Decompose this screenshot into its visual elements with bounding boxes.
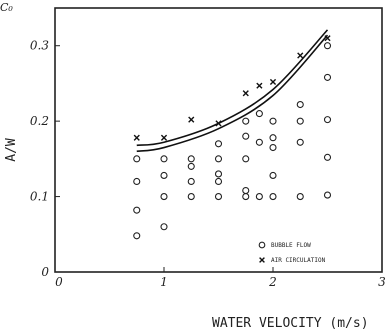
bubble-flow-point: [269, 171, 277, 180]
data-marks: [133, 35, 332, 240]
bubble-flow-point: [187, 155, 195, 163]
y-tick-label: 0.1: [30, 190, 49, 204]
y-tick-label: 0.2: [30, 114, 49, 128]
x-axis-label: WATER VELOCITY (m/s): [212, 316, 369, 331]
cross-stroke: [297, 52, 304, 59]
air-circulation-point: [242, 90, 249, 97]
bubble-flow-point: [133, 155, 141, 163]
bubble-flow-point: [214, 193, 223, 201]
legend-label: BUBBLE FLOW: [271, 242, 311, 249]
x-tick-label: 1: [160, 275, 168, 289]
cross-stroke: [269, 78, 277, 86]
boundary-curve: [136, 34, 329, 153]
air-circulation-point: [297, 52, 304, 59]
bubble-flow-point: [323, 116, 332, 124]
bubble-flow-point: [323, 191, 332, 199]
cross-stroke: [324, 35, 331, 42]
bubble-flow-point: [296, 138, 304, 146]
plot-frame: [54, 7, 383, 273]
bubble-flow-point: [242, 117, 250, 125]
bubble-flow-point: [160, 193, 168, 201]
legend: BUBBLE FLOW AIR CIRCULATION: [258, 241, 326, 264]
bubble-flow-point: [269, 117, 277, 125]
bubble-flow-point: [160, 171, 168, 180]
bubble-flow-point: [269, 134, 277, 142]
bubble-flow-point: [187, 162, 195, 170]
air-circulation-point: [256, 82, 263, 89]
bubble-flow-point: [214, 140, 223, 148]
y-tick-label: 0: [41, 265, 49, 279]
boundary-curve: [136, 29, 329, 147]
air-circulation-point: [188, 116, 195, 123]
air-circulation-point: [215, 120, 222, 127]
cross-stroke: [259, 257, 265, 263]
bubble-flow-point: [323, 73, 332, 81]
cross-stroke: [188, 116, 195, 123]
bubble-flow-point: [160, 155, 168, 163]
air-circulation-point: [133, 134, 140, 141]
bubble-flow-point: [255, 138, 263, 146]
bubble-flow-point: [255, 110, 263, 118]
air-circulation-point: [269, 78, 277, 86]
cross-stroke: [256, 82, 263, 89]
bubble-flow-point: [323, 153, 332, 161]
bubble-flow-point: [323, 42, 332, 50]
bubble-flow-point: [296, 193, 304, 201]
bubble-flow-point: [242, 155, 250, 163]
x-tick-label: 2: [268, 275, 277, 289]
boundary-curves: [136, 29, 329, 153]
bubble-flow-point: [133, 206, 141, 214]
bubble-flow-point: [296, 100, 304, 109]
cross-stroke: [133, 134, 140, 141]
x-tick-label: 0: [55, 275, 63, 289]
bubble-flow-point: [133, 177, 141, 186]
air-circulation-point: [324, 35, 331, 42]
bubble-flow-point: [296, 117, 304, 125]
y-tick-label: 0.3: [30, 39, 49, 53]
x-tick-label: 3: [378, 275, 386, 289]
bubble-flow-point: [269, 193, 277, 201]
bubble-flow-point: [187, 177, 195, 186]
air-circulation-point: [160, 134, 168, 141]
legend-cross-marker: [259, 257, 265, 263]
bubble-flow-point: [187, 193, 195, 201]
bubble-flow-point: [242, 186, 250, 195]
bubble-flow-point: [214, 170, 223, 178]
bubble-flow-point: [160, 223, 168, 231]
bubble-flow-point: [133, 232, 141, 240]
legend-label: AIR CIRCULATION: [271, 257, 326, 264]
axes: 0 1 2 3 0 0.1 0.2 0.3: [30, 7, 386, 289]
corner-label: C₀: [0, 1, 13, 14]
cross-stroke: [215, 120, 222, 127]
bubble-flow-point: [269, 143, 277, 152]
bubble-flow-point: [242, 132, 250, 140]
bubble-flow-point: [214, 155, 223, 163]
y-axis-label: A/W: [4, 138, 19, 162]
cross-stroke: [242, 90, 249, 97]
bubble-flow-point: [255, 193, 263, 201]
bubble-flow-point: [214, 177, 223, 186]
bubble-flow-point: [242, 193, 250, 201]
cross-stroke: [160, 134, 168, 141]
legend-circle-marker: [258, 241, 266, 249]
